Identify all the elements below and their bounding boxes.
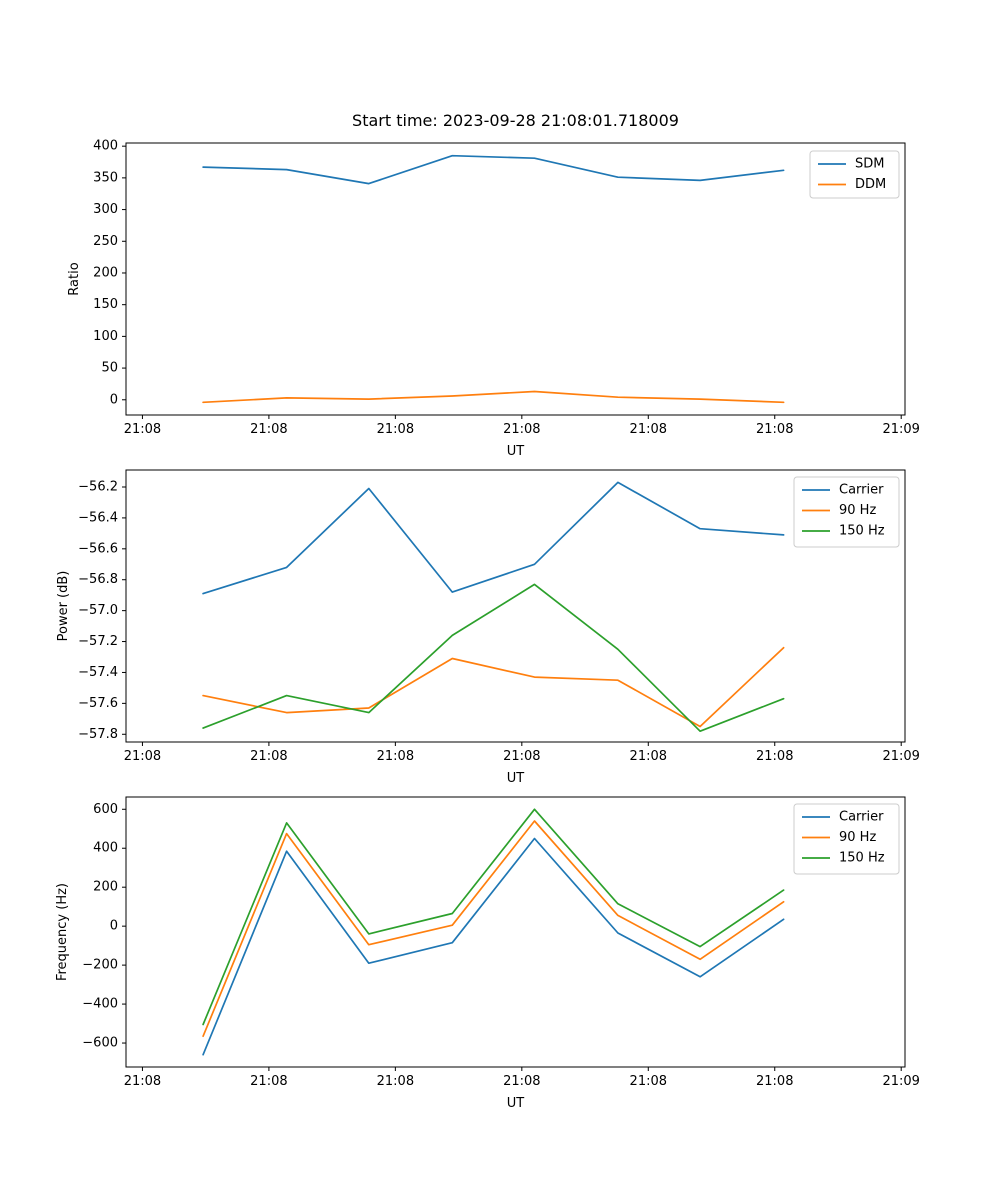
series-line-90-hz [202,646,785,728]
series-line-90-hz [202,820,785,1038]
y-tick-label: 0 [110,392,118,407]
x-tick-label: 21:08 [630,749,667,764]
x-tick-label: 21:08 [250,422,287,437]
x-tick-label: 21:08 [630,422,667,437]
y-axis-label: Frequency (Hz) [55,883,70,981]
y-tick-label: −57.4 [78,665,118,680]
y-tick-label: 150 [93,297,118,312]
legend-label: 150 Hz [839,851,885,866]
series-line-150-hz [202,808,785,1026]
x-tick-label: 21:08 [503,749,540,764]
y-axis-label: Ratio [67,262,82,295]
x-tick-label: 21:08 [756,422,793,437]
y-tick-label: 200 [93,880,118,895]
y-tick-label: −56.2 [78,480,118,495]
x-tick-label: 21:08 [124,1074,161,1089]
x-tick-label: 21:08 [250,1074,287,1089]
x-tick-label: 21:08 [377,749,414,764]
legend-label: Carrier [839,483,884,498]
x-tick-label: 21:08 [630,1074,667,1089]
y-tick-label: −56.6 [78,541,118,556]
y-tick-label: 400 [93,139,118,154]
legend-label: 90 Hz [839,830,876,845]
legend-label: Carrier [839,810,884,825]
legend-box [793,803,900,875]
x-tick-label: 21:08 [377,422,414,437]
axes-frame [125,469,906,743]
y-tick-label: −400 [82,997,118,1012]
y-tick-label: −57.2 [78,634,118,649]
y-tick-label: −57.0 [78,603,118,618]
x-tick-label: 21:08 [124,422,161,437]
y-tick-label: 300 [93,202,118,217]
x-tick-label: 21:09 [882,422,919,437]
y-axis-label: Power (dB) [56,571,71,642]
y-tick-label: 50 [101,361,118,376]
legend-label: 150 Hz [839,524,885,539]
y-tick-label: 0 [110,919,118,934]
y-tick-label: −600 [82,1036,118,1051]
x-axis-label: UT [507,444,525,459]
series-line-ddm [202,390,785,404]
y-tick-label: −57.8 [78,727,118,742]
x-tick-label: 21:08 [124,749,161,764]
y-tick-label: 400 [93,841,118,856]
axes-frame [125,142,906,416]
x-tick-label: 21:08 [756,1074,793,1089]
legend-box [809,150,900,199]
x-tick-label: 21:09 [882,749,919,764]
y-tick-label: −56.8 [78,572,118,587]
x-axis-label: UT [507,771,525,786]
y-tick-label: −56.4 [78,510,118,525]
legend-label: 90 Hz [839,503,876,518]
x-tick-label: 21:08 [503,1074,540,1089]
x-axis-label: UT [507,1096,525,1111]
x-tick-label: 21:08 [377,1074,414,1089]
axes-frame [125,796,906,1068]
y-tick-label: 200 [93,265,118,280]
legend-box [793,476,900,548]
chart-title: Start time: 2023-09-28 21:08:01.718009 [352,111,679,130]
y-tick-label: 350 [93,170,118,185]
y-tick-label: 600 [93,802,118,817]
x-tick-label: 21:08 [756,749,793,764]
x-tick-label: 21:08 [503,422,540,437]
y-tick-label: 250 [93,234,118,249]
legend-label: SDM [855,157,884,172]
series-line-carrier [202,481,785,595]
series-line-sdm [202,154,785,185]
legend-label: DDM [855,177,886,192]
y-tick-label: −200 [82,958,118,973]
x-tick-label: 21:08 [250,749,287,764]
y-tick-label: −57.6 [78,696,118,711]
x-tick-label: 21:09 [882,1074,919,1089]
y-tick-label: 100 [93,329,118,344]
series-line-carrier [202,837,785,1056]
series-line-150-hz [202,583,785,733]
